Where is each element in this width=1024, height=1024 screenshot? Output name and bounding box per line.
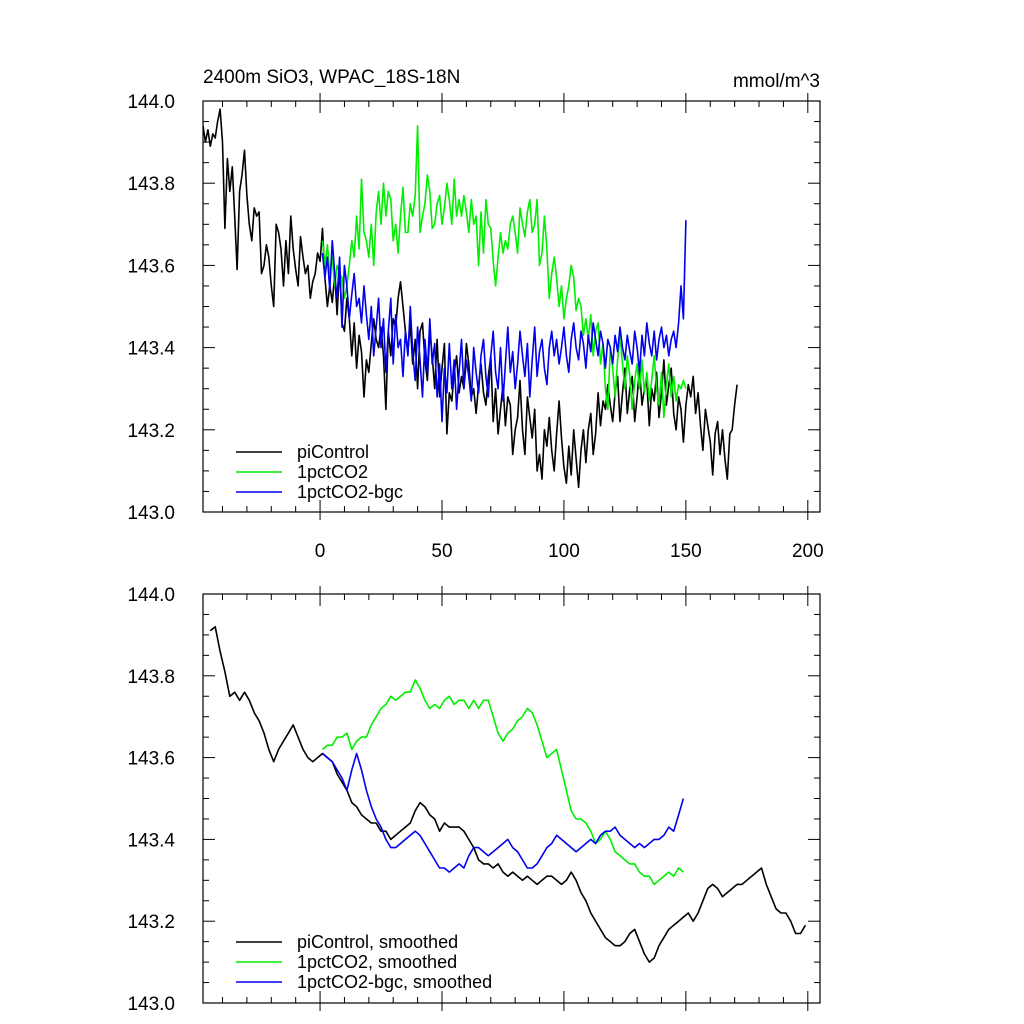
series-line-picontrol: [203, 108, 738, 489]
y-tick-label: 144.0: [127, 92, 175, 113]
chart-title: 2400m SiO3, WPAC_18S-18N: [203, 67, 460, 88]
plot-frame: [202, 593, 821, 1004]
legend-label: 1pctCO2-bgc: [297, 482, 403, 502]
legend-label: piControl, smoothed: [297, 932, 458, 952]
series-line-1pctco2-bgc-smoothed: [321, 752, 685, 873]
series-line-1pctco2-bgc: [321, 220, 687, 423]
x-tick-label: 100: [548, 541, 580, 562]
series-line-picontrol-smoothed: [209, 625, 807, 963]
legend-label: 1pctCO2-bgc, smoothed: [297, 972, 492, 992]
units-label: mmol/m^3: [733, 71, 820, 92]
y-tick-label: 143.4: [127, 830, 175, 851]
series-line-1pctco2-smoothed: [321, 679, 684, 886]
y-tick-label: 143.8: [127, 174, 175, 195]
x-tick-label: 50: [431, 541, 452, 562]
bottom-panel: 143.0 143.2 143.4 143.6 143.8 144.0 piControl,…: [127, 585, 821, 1015]
y-tick-label: 144.0: [127, 585, 175, 606]
x-tick-label: 0: [315, 541, 326, 562]
legend-label: piControl: [297, 442, 369, 462]
y-tick-label: 143.2: [127, 912, 175, 933]
y-tick-label: 143.6: [127, 749, 175, 770]
y-tick-label: 143.4: [127, 339, 175, 360]
legend-label: 1pctCO2, smoothed: [297, 952, 457, 972]
y-tick-label: 143.0: [127, 994, 175, 1015]
plot-frame: [202, 100, 821, 513]
top-panel: 143.0 143.2 143.4 143.6 143.8 144.0 0 50 100 150 2…: [127, 92, 823, 562]
x-tick-label: 150: [670, 541, 702, 562]
y-tick-label: 143.8: [127, 667, 175, 688]
y-tick-label: 143.6: [127, 256, 175, 277]
x-tick-label: 200: [792, 541, 824, 562]
legend-label: 1pctCO2: [297, 462, 368, 482]
y-tick-label: 143.0: [127, 503, 175, 524]
y-tick-label: 143.2: [127, 421, 175, 442]
series-line-1pctco2: [321, 124, 687, 419]
